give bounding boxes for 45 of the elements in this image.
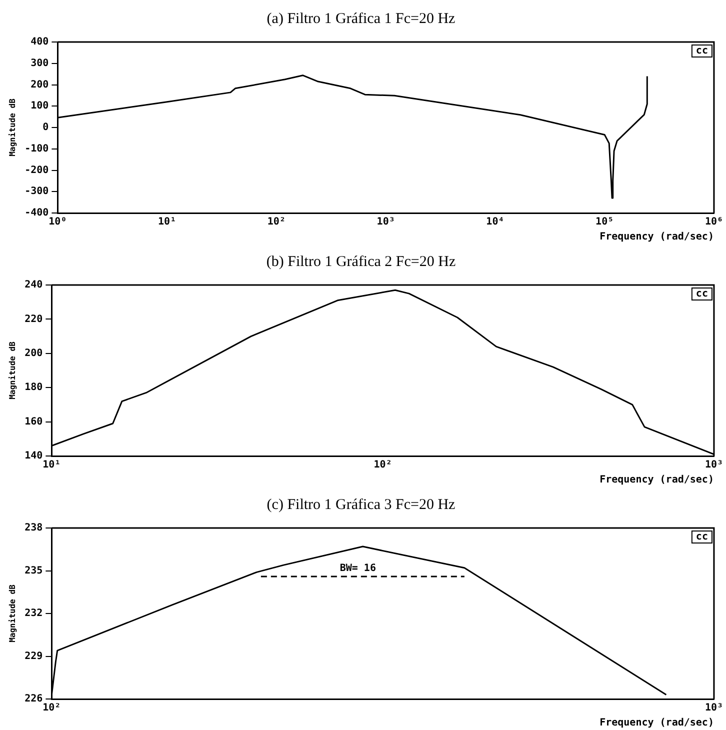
y-axis-title: Magnitude dB: [8, 584, 17, 642]
y-axis-title: Magnitude dB: [8, 341, 17, 400]
y-tick-label: 220: [24, 314, 43, 325]
x-tick-label: 10²: [267, 216, 286, 228]
x-tick-label: 10⁵: [596, 216, 614, 228]
y-tick-label: -400: [24, 208, 49, 219]
x-tick-label: 10³: [704, 702, 723, 714]
y-tick-label: 200: [30, 79, 49, 90]
x-axis-title: Frequency (rad/sec): [600, 232, 714, 243]
y-tick-label: 238: [24, 522, 43, 534]
x-axis-title: Frequency (rad/sec): [600, 474, 714, 486]
y-tick-label: 0: [42, 122, 49, 134]
annotation: cc: [696, 46, 708, 57]
y-tick-label: 100: [30, 100, 49, 112]
annotation: cc: [696, 532, 708, 543]
y-tick-label: -300: [24, 186, 49, 198]
y-tick-label: 160: [24, 416, 43, 428]
x-tick-label: 10⁰: [48, 216, 67, 228]
x-tick-label: 10⁶: [704, 216, 723, 228]
y-tick-label: 300: [30, 58, 49, 69]
y-tick-label: 235: [24, 565, 43, 576]
y-tick-label: 240: [24, 280, 43, 291]
x-tick-label: 10³: [376, 216, 395, 228]
chart-title: (a) Filtro 1 Gráfica 1 Fc=20 Hz: [266, 10, 456, 27]
y-tick-label: 200: [24, 348, 43, 359]
x-tick-label: 10²: [374, 460, 392, 471]
y-tick-label: -100: [24, 143, 49, 154]
annotation: BW= 16: [340, 563, 376, 574]
chart-title: (b) Filtro 1 Gráfica 2 Fc=20 Hz: [266, 254, 456, 270]
y-tick-label: 232: [24, 608, 43, 620]
x-tick-label: 10¹: [158, 216, 176, 228]
y-axis-title: Magnitude dB: [8, 98, 17, 156]
y-tick-label: 140: [24, 450, 43, 462]
x-tick-label: 10²: [42, 702, 61, 714]
y-tick-label: 226: [24, 694, 43, 705]
y-tick-label: 180: [24, 382, 43, 394]
y-tick-label: 400: [30, 36, 49, 48]
y-tick-label: -200: [24, 164, 49, 176]
x-tick-label: 10¹: [42, 460, 61, 471]
y-tick-label: 229: [24, 650, 43, 662]
annotation: cc: [696, 288, 708, 300]
chart-title: (c) Filtro 1 Gráfica 3 Fc=20 Hz: [266, 496, 456, 513]
x-tick-label: 10⁴: [486, 216, 504, 228]
x-axis-title: Frequency (rad/sec): [600, 718, 714, 729]
x-tick-label: 10³: [704, 460, 723, 471]
